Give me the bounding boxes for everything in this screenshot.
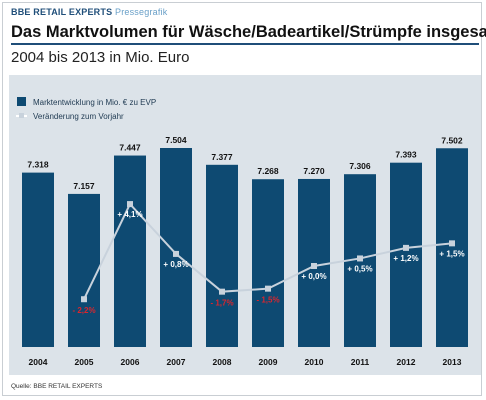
bar-series (22, 148, 468, 347)
legend: Marktentwicklung in Mio. € zu EVP Verände… (16, 97, 156, 121)
bar-value-label: 7.377 (211, 152, 233, 162)
bar (22, 172, 54, 347)
line-point-label: - 2,2% (72, 306, 95, 315)
bar-value-label: 7.306 (349, 161, 371, 171)
chart-subtitle: 2004 bis 2013 in Mio. Euro (11, 49, 190, 66)
x-tick-label: 2005 (75, 357, 94, 367)
line-point-label: + 0,8% (163, 260, 188, 269)
bar (252, 179, 284, 347)
line-point (127, 201, 133, 208)
x-tick-label: 2008 (213, 357, 232, 367)
chart-panel: Marktentwicklung in Mio. € zu EVP Verände… (9, 75, 481, 375)
bar (114, 155, 146, 347)
line-point-label: - 1,5% (256, 296, 279, 305)
bar-value-labels: 7.318 7.157 7.447 7.504 7.377 7.268 7.270 7.306… (27, 135, 463, 191)
x-tick-label: 2011 (351, 357, 370, 367)
line-point (311, 263, 317, 269)
x-tick-label: 2013 (443, 357, 462, 367)
line-point (403, 244, 409, 251)
x-tick-label: 2010 (305, 357, 324, 367)
line-point (173, 250, 179, 257)
line-point (357, 255, 363, 262)
legend-marker-line (19, 113, 24, 118)
line-point (219, 288, 225, 295)
x-tick-label: 2012 (397, 357, 416, 367)
bar (160, 148, 192, 347)
x-axis-ticks: 2004 2005 2006 2007 2008 2009 2010 2011 2012 2013 (29, 357, 462, 367)
line-point-label: + 0,5% (347, 264, 372, 273)
line-point-label: - 1,7% (210, 299, 233, 308)
legend-swatch-bar (17, 97, 26, 106)
line-point (265, 285, 271, 292)
line-point (449, 240, 455, 247)
source-note: Quelle: BBE RETAIL EXPERTS (11, 383, 102, 390)
brand-logo: BBE RETAIL EXPERTS Pressegrafik (11, 7, 167, 17)
x-tick-label: 2007 (167, 357, 186, 367)
line-series: - 2,2% + 4,1% + 0,8% - 1,7% - 1,5% + 0,0% + 0,… (72, 201, 465, 315)
source-name: BBE RETAIL EXPERTS (33, 383, 103, 390)
line-point-label: + 1,2% (393, 254, 418, 263)
bar-value-label: 7.502 (441, 135, 463, 145)
bar (298, 178, 330, 347)
bar-value-label: 7.270 (303, 166, 325, 176)
line-point (81, 296, 87, 303)
bar-value-label: 7.268 (257, 166, 279, 176)
source-prefix: Quelle: (11, 383, 32, 390)
title-divider (11, 43, 479, 45)
x-tick-label: 2004 (29, 357, 48, 367)
bar-value-label: 7.447 (119, 143, 141, 153)
chart-title: Das Marktvolumen für Wäsche/Badeartikel/… (11, 23, 486, 41)
bar (390, 162, 422, 347)
bar-value-label: 7.393 (395, 150, 417, 160)
bar (436, 148, 468, 347)
brand-tagline: Pressegrafik (115, 7, 168, 17)
brand-name: BBE RETAIL EXPERTS (11, 7, 113, 17)
bar (68, 193, 100, 347)
x-tick-label: 2006 (121, 357, 140, 367)
bar-value-label: 7.157 (73, 181, 95, 191)
legend-label-line: Veränderung zum Vorjahr (33, 112, 124, 121)
bar-value-label: 7.504 (165, 135, 187, 145)
line-point-label: + 1,5% (439, 249, 464, 258)
line-point-label: + 4,1% (117, 210, 142, 219)
line-point-label: + 0,0% (301, 272, 326, 281)
bar (206, 164, 238, 347)
bar-value-label: 7.318 (27, 160, 49, 170)
legend-label-bar: Marktentwicklung in Mio. € zu EVP (33, 98, 156, 107)
x-tick-label: 2009 (259, 357, 278, 367)
chart-svg: Marktentwicklung in Mio. € zu EVP Verände… (16, 97, 468, 367)
